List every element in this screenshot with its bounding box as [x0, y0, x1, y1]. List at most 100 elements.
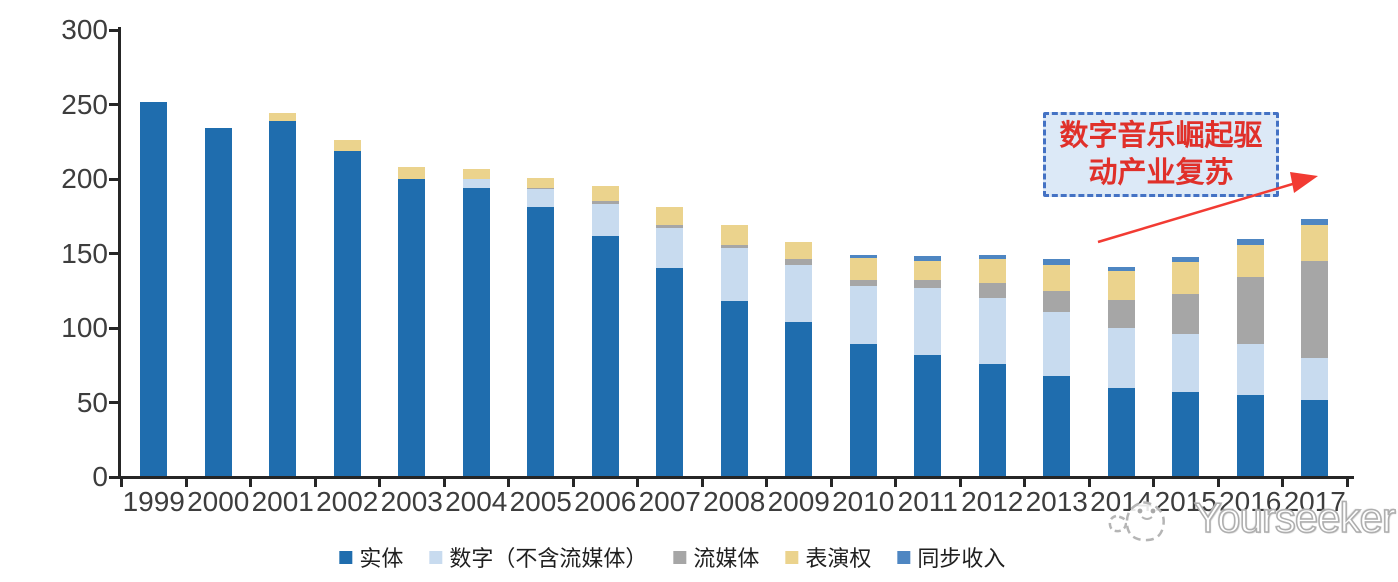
x-axis-tick	[249, 477, 252, 487]
x-axis-label: 2011	[897, 486, 958, 517]
bar-segment	[527, 189, 555, 208]
legend-swatch	[785, 550, 799, 564]
bar-segment	[269, 120, 297, 477]
y-axis-label: 150	[61, 237, 108, 269]
bar-segment	[398, 179, 426, 477]
x-axis-label: 2008	[703, 486, 766, 517]
x-axis-label: 2013	[1025, 486, 1088, 517]
bar-segment	[1107, 266, 1135, 272]
x-axis-label: 2006	[574, 486, 637, 517]
bar-segment	[1172, 293, 1200, 334]
bar-segment	[656, 207, 684, 226]
annotation-line1: 数字音乐崛起驱	[1059, 119, 1263, 152]
x-axis-label: 2000	[187, 486, 250, 517]
x-axis-label: 2002	[316, 486, 379, 517]
x-axis-tick	[313, 477, 317, 487]
legend-item: 流媒体	[673, 541, 759, 573]
y-axis-label: 250	[61, 88, 108, 120]
bar-segment	[462, 168, 490, 179]
legend-swatch	[673, 550, 687, 564]
x-axis-label: 2016	[1219, 486, 1282, 517]
legend-item: 表演权	[785, 541, 871, 573]
legend-item: 数字（不含流媒体）	[429, 541, 647, 573]
x-axis-tick	[120, 477, 123, 487]
bar-segment	[914, 280, 942, 288]
bar-segment	[591, 201, 619, 205]
bar-segment	[1236, 244, 1264, 278]
bar-segment	[785, 259, 813, 266]
bar-segment	[140, 101, 168, 477]
x-axis-tick	[765, 477, 768, 487]
y-axis-tick	[109, 103, 118, 106]
x-axis-label: 2017	[1283, 486, 1346, 517]
y-axis-label: 100	[61, 312, 108, 343]
x-axis-label: 2012	[961, 486, 1024, 517]
x-axis-label: 2003	[380, 486, 443, 517]
legend-swatch	[339, 550, 353, 564]
bar-segment	[1301, 399, 1329, 477]
bar-segment	[720, 244, 748, 248]
legend-swatch	[897, 550, 911, 564]
legend-label: 表演权	[805, 546, 872, 571]
bar-segment	[527, 207, 555, 477]
x-axis-tick	[958, 477, 962, 487]
bar-segment	[720, 301, 748, 477]
bar-segment	[591, 235, 619, 477]
bar-segment	[849, 280, 877, 287]
bar-segment	[785, 265, 813, 323]
x-axis-label: 2009	[767, 486, 830, 517]
x-axis-tick	[507, 477, 510, 487]
bar-segment	[333, 150, 361, 477]
x-axis-tick	[1216, 477, 1220, 487]
legend-item: 实体	[339, 541, 403, 573]
y-axis-label: 200	[61, 163, 108, 194]
bar-segment	[1301, 260, 1329, 358]
bar-segment	[1301, 357, 1329, 400]
bar-segment	[398, 167, 426, 179]
y-axis-tick	[109, 177, 118, 181]
annotation-callout: 数字音乐崛起驱 动产业复苏	[1043, 112, 1279, 197]
x-axis	[118, 476, 1354, 479]
y-axis-tick	[109, 326, 118, 330]
bar-segment	[914, 256, 942, 261]
x-axis-tick	[636, 477, 639, 487]
bar-segment	[1301, 225, 1329, 261]
bar-segment	[978, 255, 1006, 260]
watermark: Yourseeker	[1104, 490, 1397, 552]
bar-segment	[1043, 311, 1071, 376]
bar-segment	[1172, 392, 1200, 477]
bar-segment	[333, 140, 361, 151]
legend-label: 实体	[359, 546, 404, 571]
bar-segment	[914, 287, 942, 355]
x-axis-tick	[894, 477, 897, 487]
yourseeker-logo-icon	[1108, 501, 1165, 542]
bar-segment	[1107, 271, 1135, 300]
bar-segment	[720, 225, 748, 245]
bar-segment	[1301, 219, 1329, 226]
bar-segment	[785, 322, 813, 477]
bar-segment	[656, 268, 684, 477]
bar-segment	[1236, 344, 1264, 396]
bar-segment	[591, 204, 619, 236]
bar-segment	[785, 241, 813, 260]
bar-segment	[1172, 262, 1200, 294]
x-axis-tick	[700, 477, 704, 487]
x-axis-label: 1999	[122, 486, 185, 517]
bar-segment	[1107, 387, 1135, 477]
bar-segment	[849, 286, 877, 345]
x-axis-tick	[378, 477, 381, 487]
x-axis-tick	[1087, 477, 1091, 487]
x-axis-tick	[1345, 477, 1349, 487]
bar-segment	[720, 247, 748, 302]
x-axis-tick	[571, 477, 575, 487]
x-axis-tick	[1281, 477, 1284, 487]
y-axis-label: 0	[92, 461, 108, 492]
legend: 实体 数字（不含流媒体） 流媒体 表演权 同步收入	[339, 541, 1005, 573]
bar-segment	[1043, 290, 1071, 312]
y-axis-tick	[109, 28, 118, 32]
x-axis-tick	[1152, 477, 1155, 487]
bar-segment	[1043, 265, 1071, 291]
bar-segment	[1107, 328, 1135, 388]
bar-segment	[1172, 333, 1200, 393]
